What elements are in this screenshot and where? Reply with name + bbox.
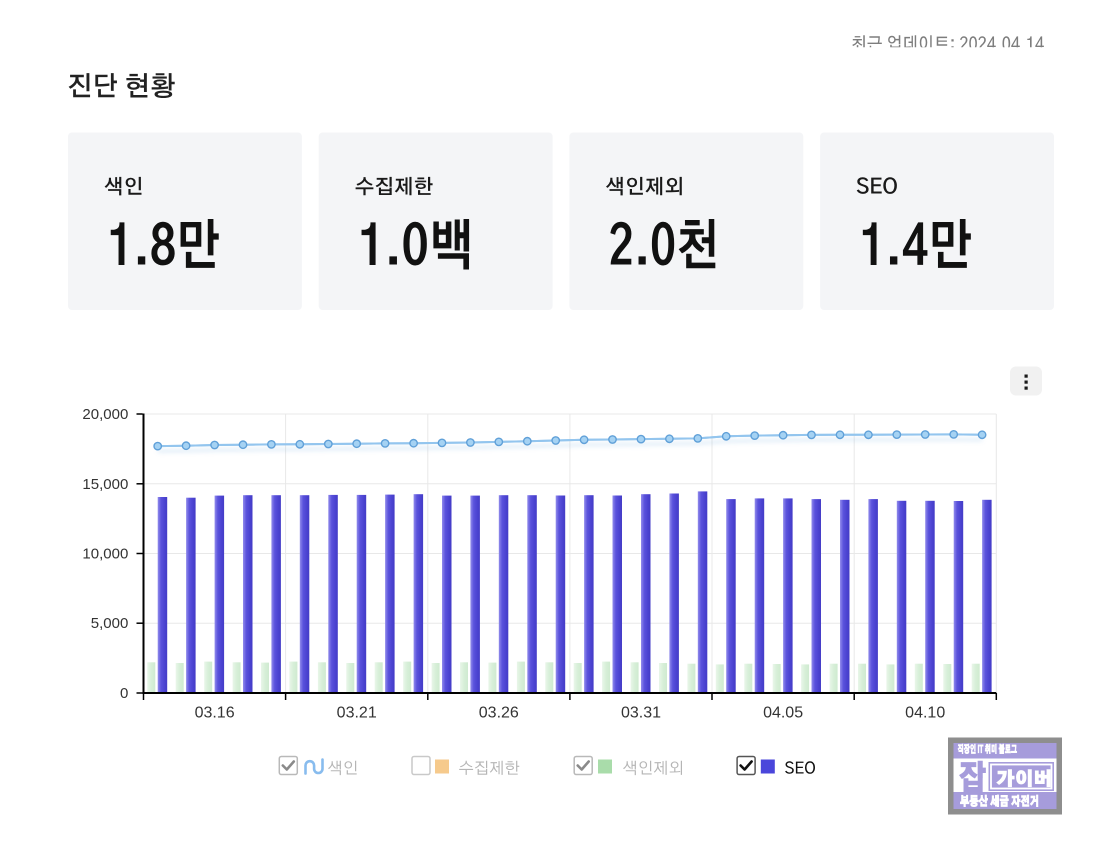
svg-text:5,000: 5,000 — [91, 615, 129, 632]
svg-text:15,000: 15,000 — [82, 476, 128, 493]
svg-text:10,000: 10,000 — [82, 546, 128, 563]
svg-text:0: 0 — [120, 685, 128, 702]
svg-text:03.26: 03.26 — [479, 705, 519, 722]
svg-text:03.16: 03.16 — [195, 705, 235, 722]
svg-text:04.05: 04.05 — [763, 705, 803, 722]
svg-text:04.10: 04.10 — [905, 705, 945, 722]
svg-text:03.31: 03.31 — [621, 705, 661, 722]
svg-text:20,000: 20,000 — [82, 406, 128, 423]
svg-text:03.21: 03.21 — [337, 705, 377, 722]
